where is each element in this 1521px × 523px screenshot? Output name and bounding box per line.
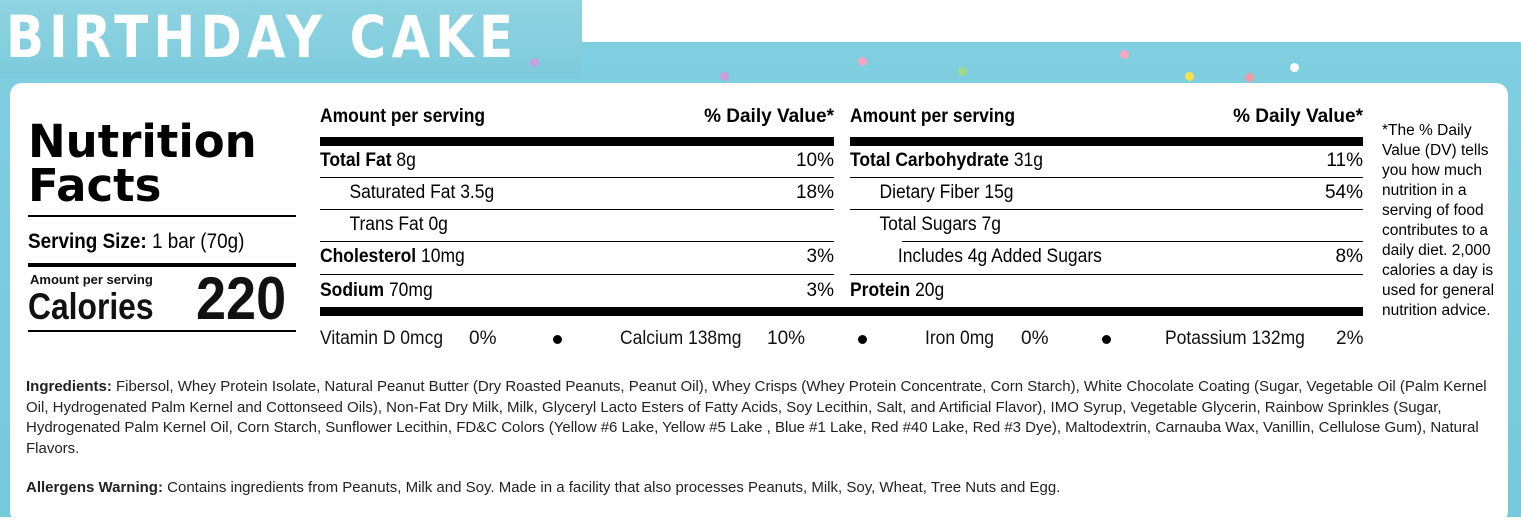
vitamin-d-pct: 0%	[469, 328, 497, 349]
bullet-icon	[553, 335, 562, 344]
nutrient-pct: 11%	[1326, 150, 1363, 171]
allergens-label: Allergens Warning:	[26, 479, 163, 496]
nutrient-amount: 10mg	[421, 246, 465, 267]
table-header: Amount per serving % Daily Value*	[850, 102, 1363, 132]
table-row: Trans Fat 0g	[320, 210, 834, 240]
vitamin-d: Vitamin D 0mcg	[320, 328, 444, 349]
calcium-pct: 10%	[767, 328, 806, 349]
table-row: Sodium 70mg 3%	[320, 276, 834, 306]
header-amount-per-serving: Amount per serving	[320, 106, 486, 127]
nutrient-pct: 54%	[1324, 182, 1363, 203]
sprinkle-decoration	[1120, 50, 1129, 59]
amount-per-serving-label: Amount per serving	[30, 272, 153, 287]
divider	[320, 274, 834, 275]
ingredients-text: Fibersol, Whey Protein Isolate, Natural …	[26, 378, 1487, 457]
divider	[902, 241, 1363, 242]
nutrient-label: Saturated Fat	[349, 182, 456, 203]
serving-size-label: Serving Size:	[28, 230, 147, 253]
sprinkle-decoration	[858, 57, 867, 66]
nutrient-pct: 10%	[795, 150, 834, 171]
bullet-icon	[1102, 335, 1111, 344]
divider	[28, 330, 296, 332]
nutrient-pct: 18%	[795, 182, 834, 203]
divider	[320, 177, 834, 178]
divider-thick	[320, 137, 834, 146]
nutrient-amount: 8g	[396, 150, 416, 171]
bullet-icon	[858, 335, 867, 344]
nutrient-amount: 0g	[428, 214, 448, 235]
nutrient-label: Dietary Fiber	[879, 182, 980, 203]
table-header: Amount per serving % Daily Value*	[320, 102, 834, 132]
header-daily-value: % Daily Value*	[1233, 106, 1363, 127]
sprinkle-decoration	[1185, 72, 1194, 81]
table-row: Includes 4g Added Sugars 8%	[850, 242, 1363, 272]
nutrient-amount: 70mg	[388, 280, 433, 301]
serving-size: Serving Size: 1 bar (70g)	[28, 230, 244, 254]
iron: Iron 0mg	[925, 328, 994, 349]
nutrient-table-left: Amount per serving % Daily Value* Total …	[320, 102, 834, 312]
divider-thick	[850, 137, 1363, 146]
potassium-pct: 2%	[1336, 328, 1364, 349]
nutrient-pct: 8%	[1335, 246, 1363, 267]
table-row: Cholesterol 10mg 3%	[320, 242, 834, 272]
divider	[850, 209, 1363, 210]
nutrient-label: Trans Fat	[349, 214, 424, 235]
ingredients-section: Ingredients: Fibersol, Whey Protein Isol…	[26, 377, 1500, 459]
nutrient-pct: 3%	[806, 280, 834, 301]
sprinkle-decoration	[1245, 73, 1254, 82]
nutrient-pct: 3%	[806, 246, 834, 267]
iron-pct: 0%	[1021, 328, 1049, 349]
divider	[320, 241, 834, 242]
nutrient-label: Protein	[850, 280, 911, 301]
calories-label: Calories	[28, 286, 154, 327]
divider-thick	[28, 263, 296, 267]
allergens-section: Allergens Warning: Contains ingredients …	[26, 478, 1500, 498]
nutrient-label: Cholesterol	[320, 246, 417, 267]
table-row: Total Carbohydrate 31g 11%	[850, 146, 1363, 176]
nutrient-amount: 3.5g	[460, 182, 495, 203]
title-banner	[0, 0, 582, 78]
sprinkle-decoration	[530, 58, 539, 67]
divider	[320, 209, 834, 210]
sprinkle-decoration	[1290, 63, 1299, 72]
header-amount-per-serving: Amount per serving	[850, 106, 1016, 127]
nutrient-amount: 15g	[984, 182, 1014, 203]
product-title: BIRTHDAY CAKE	[6, 3, 519, 71]
divider-thick	[320, 307, 1363, 316]
nutrient-table-right: Amount per serving % Daily Value* Total …	[850, 102, 1363, 312]
table-row: Total Fat 8g 10%	[320, 146, 834, 176]
table-row: Dietary Fiber 15g 54%	[850, 178, 1363, 208]
table-row: Saturated Fat 3.5g 18%	[320, 178, 834, 208]
nutrition-panel	[10, 83, 1508, 523]
table-row: Protein 20g	[850, 276, 1363, 306]
nutrition-facts-title: Nutrition Facts	[28, 115, 257, 212]
header-daily-value: % Daily Value*	[704, 106, 834, 127]
serving-size-value: 1 bar (70g)	[151, 230, 245, 253]
nutrient-amount: 20g	[915, 280, 945, 301]
nutrient-label: Includes 4g Added Sugars	[897, 246, 1102, 267]
nutrient-label: Total Fat	[320, 150, 392, 171]
ingredients-label: Ingredients:	[26, 378, 112, 395]
table-row: Total Sugars 7g	[850, 210, 1363, 240]
nutrient-label: Total Sugars	[879, 214, 977, 235]
divider	[850, 274, 1363, 275]
daily-value-footnote: *The % Daily Value (DV) tells you how mu…	[1382, 122, 1495, 319]
sprinkle-decoration	[720, 72, 729, 81]
calories-value: 220	[196, 265, 287, 332]
nutrient-amount: 7g	[981, 214, 1001, 235]
divider	[28, 215, 296, 217]
allergens-text: Contains ingredients from Peanuts, Milk …	[167, 479, 1061, 496]
nutrient-label: Sodium	[320, 280, 385, 301]
sprinkle-decoration	[958, 67, 967, 76]
divider	[850, 177, 1363, 178]
calcium: Calcium 138mg	[620, 328, 742, 349]
nutrient-amount: 31g	[1013, 150, 1043, 171]
nutrient-label: Total Carbohydrate	[850, 150, 1009, 171]
potassium: Potassium 132mg	[1165, 328, 1305, 349]
